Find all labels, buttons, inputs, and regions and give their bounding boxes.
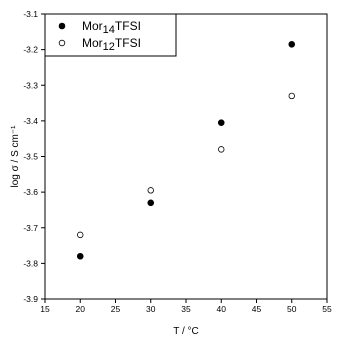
x-tick-label: 20 — [76, 304, 86, 314]
x-axis-label: T / °C — [173, 326, 198, 337]
ticks-layer: 15 20 25 30 35 40 45 50 55 -3.9 -3.8 -3.7 -3.6 -3.5 -3… — [23, 9, 332, 314]
y-tick-label: -3.4 — [23, 116, 38, 126]
y-tick-label: -3.5 — [23, 152, 38, 162]
y-tick-label: -3.9 — [23, 294, 38, 304]
x-tick-label: 55 — [322, 304, 332, 314]
y-tick-label: -3.1 — [23, 9, 38, 19]
series-1-point — [217, 119, 225, 126]
y-tick-label: -3.8 — [23, 258, 38, 268]
series-2-point — [147, 187, 154, 194]
series-2-point — [218, 146, 225, 153]
legend-label: Mor14TFSI — [82, 19, 141, 36]
x-tick-label: 15 — [40, 304, 50, 314]
x-tick-label: 30 — [146, 304, 156, 314]
legend-marker — [58, 22, 66, 30]
y-tick-label: -3.7 — [23, 223, 38, 233]
legend-box — [44, 13, 177, 57]
plot-frame — [44, 13, 328, 300]
legend-label: Mor12TFSI — [82, 36, 141, 53]
series-1-point — [288, 40, 296, 48]
x-tick-label: 25 — [111, 304, 121, 314]
series-1-point — [76, 252, 84, 260]
legend-marker — [58, 39, 66, 47]
series-1-point — [147, 199, 155, 207]
x-tick-label: 50 — [287, 304, 297, 314]
y-tick-label: -3.6 — [23, 187, 38, 197]
y-tick-label: -3.2 — [23, 45, 38, 55]
series-2-point — [288, 92, 295, 100]
x-tick-label: 40 — [217, 304, 227, 314]
points-layer — [76, 40, 296, 260]
x-tick-label: 45 — [252, 304, 262, 314]
y-axis-label: log σ / S cm⁻¹ — [10, 125, 21, 188]
series-2-point — [77, 231, 84, 239]
y-tick-label: -3.3 — [23, 80, 38, 90]
x-tick-label: 35 — [181, 304, 191, 314]
